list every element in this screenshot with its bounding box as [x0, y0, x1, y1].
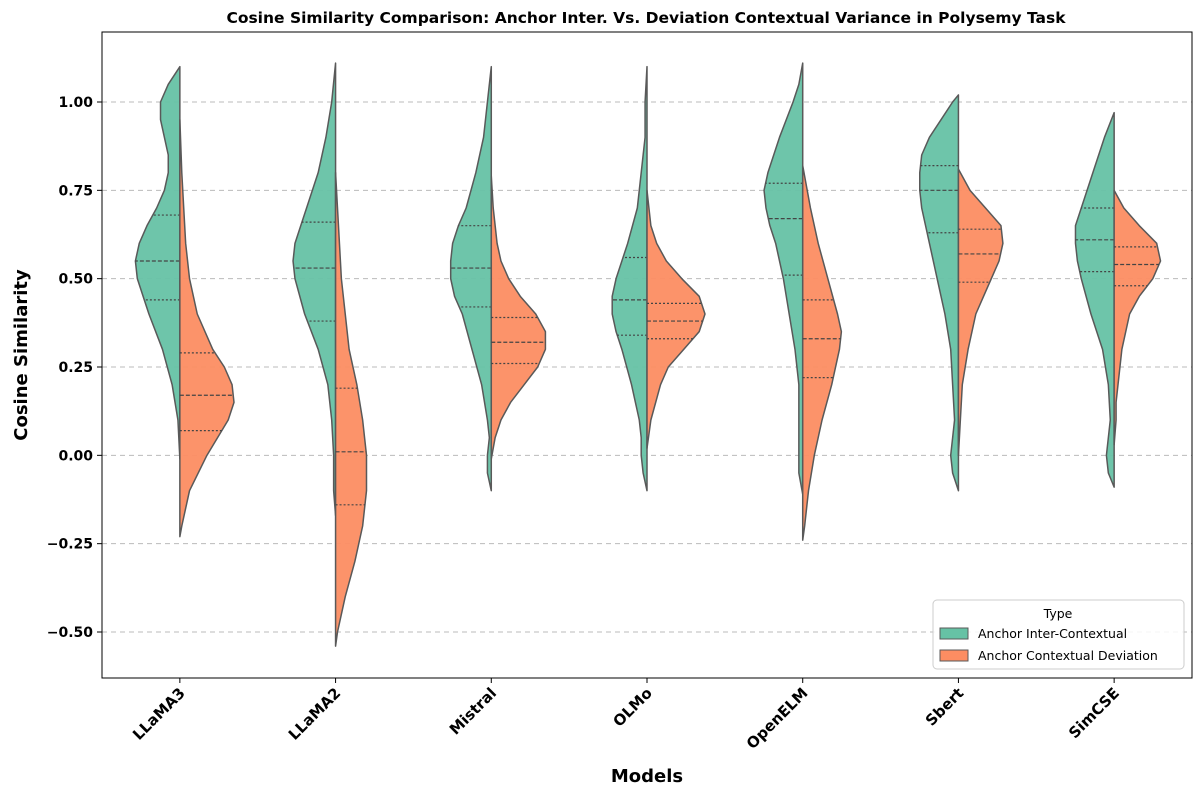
- legend-label-inter: Anchor Inter-Contextual: [978, 626, 1127, 641]
- violin-deviation-LLaMA2: [334, 171, 368, 647]
- x-axis-label: Models: [611, 766, 683, 787]
- violin-inter-Mistral: [449, 65, 493, 492]
- x-axis: LLaMA3 LLaMA2 Mistral OLMo OpenELM Sbert SimCS…: [129, 678, 1123, 753]
- violin-inter-LLaMA3: [134, 65, 181, 460]
- violin-inter-Sbert: [919, 94, 960, 492]
- violin-deviation-LLaMA3: [179, 118, 235, 538]
- violin-deviation-Mistral: [490, 175, 547, 460]
- y-tick-label: 0.00: [58, 448, 93, 464]
- y-axis-label: Cosine Similarity: [11, 269, 32, 441]
- y-axis: 1.00 0.75 0.50 0.25 0.00 −0.25 −0.50: [47, 95, 102, 641]
- legend-box: [932, 599, 1185, 670]
- y-tick-label: 0.50: [58, 272, 93, 288]
- x-tick-label: OLMo: [609, 684, 655, 730]
- x-tick-label: SimCSE: [1065, 684, 1123, 742]
- y-tick-label: −0.25: [47, 537, 93, 553]
- y-tick-label: −0.50: [47, 625, 94, 641]
- x-tick-label: LLaMA2: [285, 684, 345, 744]
- chart-title: Cosine Similarity Comparison: Anchor Int…: [226, 9, 1066, 27]
- violin-deviation-OLMo: [646, 189, 706, 450]
- violin-inter-OLMo: [611, 65, 648, 492]
- y-tick-label: 1.00: [58, 95, 93, 111]
- y-tick-label: 0.25: [58, 360, 93, 376]
- violins: [134, 62, 1162, 647]
- legend: Type Anchor Inter-Contextual Anchor Cont…: [932, 599, 1185, 670]
- legend-swatch-deviation: [939, 649, 969, 662]
- legend-label-deviation: Anchor Contextual Deviation: [978, 648, 1158, 663]
- x-tick-label: LLaMA3: [129, 684, 189, 744]
- violin-deviation-SimCSE: [1113, 189, 1162, 446]
- x-tick-label: Mistral: [446, 684, 500, 738]
- violin-inter-LLaMA2: [292, 62, 337, 517]
- violin-deviation-Sbert: [957, 168, 1004, 457]
- x-tick-label: Sbert: [922, 684, 967, 729]
- y-tick-label: 0.75: [58, 183, 93, 199]
- violin-deviation-OpenELM: [801, 164, 843, 541]
- x-tick-label: OpenELM: [743, 684, 812, 753]
- legend-title: Type: [1043, 606, 1073, 621]
- violin-inter-OpenELM: [763, 62, 804, 495]
- legend-swatch-inter: [939, 627, 969, 640]
- violin-inter-SimCSE: [1074, 111, 1115, 488]
